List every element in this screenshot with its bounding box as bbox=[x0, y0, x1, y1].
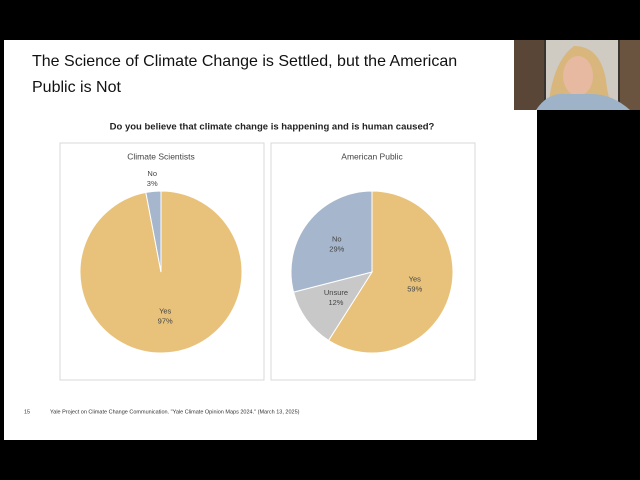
value-label: 3% bbox=[147, 179, 158, 188]
chart-title: Climate Scientists bbox=[127, 151, 195, 161]
question: Do you believe that climate change is ha… bbox=[110, 122, 435, 133]
source: Yale Project on Climate Change Communica… bbox=[50, 409, 300, 415]
bookshelf bbox=[620, 40, 640, 110]
face bbox=[563, 56, 593, 96]
chart-title: American Public bbox=[341, 151, 403, 161]
slide-title: Public is Not bbox=[32, 79, 121, 96]
pie-slice bbox=[292, 271, 374, 342]
shirt bbox=[536, 93, 630, 110]
pie-slice bbox=[327, 190, 454, 354]
slice-label: No bbox=[332, 235, 342, 244]
slice-label: Yes bbox=[159, 306, 171, 315]
slice-label: Unsure bbox=[324, 288, 348, 297]
slide-title: The Science of Climate Change is Settled… bbox=[32, 53, 457, 70]
pie-slice bbox=[290, 190, 373, 293]
value-label: 12% bbox=[328, 298, 343, 307]
bookshelf bbox=[514, 40, 544, 110]
value-label: 97% bbox=[158, 316, 173, 325]
pie-slice bbox=[145, 190, 162, 273]
value-label: 59% bbox=[407, 284, 422, 293]
value-label: 29% bbox=[329, 245, 344, 254]
slice-label: No bbox=[147, 169, 157, 178]
webcam bbox=[514, 40, 640, 110]
page-number: 15 bbox=[24, 409, 30, 415]
slice-label: Yes bbox=[409, 274, 421, 283]
